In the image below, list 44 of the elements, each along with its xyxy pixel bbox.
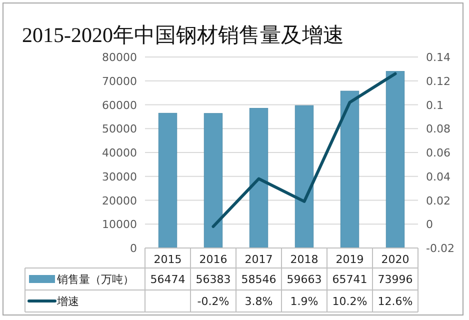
x-tick-label: 2020 xyxy=(381,253,410,266)
data-label: 3.8% xyxy=(244,295,273,308)
y2-tick-label: -0.02 xyxy=(426,242,454,255)
bar xyxy=(204,113,223,248)
data-label: 73996 xyxy=(378,273,413,286)
y-tick-label: 30000 xyxy=(102,170,137,184)
data-label: 10.2% xyxy=(332,295,368,308)
data-label: 56383 xyxy=(196,273,231,286)
bar xyxy=(158,112,178,248)
y-tick-label: 40000 xyxy=(102,146,137,160)
y2-tick-label: 0.06 xyxy=(426,146,450,160)
y-tick-label: 20000 xyxy=(102,194,137,208)
bar xyxy=(249,108,268,248)
y-tick-label: 60000 xyxy=(102,98,137,112)
x-tick-label: 2016 xyxy=(199,253,228,266)
y2-tick-label: 0 xyxy=(426,218,433,232)
legend-label: 销售量（万吨） xyxy=(56,273,134,286)
x-tick-label: 2018 xyxy=(290,253,318,266)
data-label: 58546 xyxy=(241,273,276,286)
y-tick-label: 0 xyxy=(130,242,137,255)
y2-tick-label: 0.04 xyxy=(426,170,450,184)
bar xyxy=(294,105,314,248)
data-label: 59663 xyxy=(286,273,322,286)
y-tick-label: 10000 xyxy=(102,218,137,232)
data-label: 65741 xyxy=(332,273,368,286)
y2-tick-label: 0.14 xyxy=(426,51,450,64)
y-tick-label: 70000 xyxy=(102,74,137,88)
y2-tick-label: 0.02 xyxy=(426,194,450,208)
y-tick-label: 50000 xyxy=(102,122,137,136)
y2-tick-label: 0.12 xyxy=(426,74,450,88)
data-label: -0.2% xyxy=(197,295,230,308)
x-tick-label: 2015 xyxy=(154,253,182,266)
data-label: 12.6% xyxy=(378,295,413,308)
data-label: 56474 xyxy=(150,273,186,286)
bar xyxy=(340,90,360,248)
data-label: 1.9% xyxy=(290,295,318,308)
title: 2015-2020年中国钢材销售量及增速 xyxy=(22,23,344,47)
y2-tick-label: 0.1 xyxy=(426,98,444,112)
y2-tick-label: 0.08 xyxy=(426,122,450,136)
legend-label: 增速 xyxy=(56,295,79,308)
x-tick-label: 2017 xyxy=(244,253,273,266)
y-tick-label: 80000 xyxy=(102,51,137,64)
bar xyxy=(386,71,405,248)
x-tick-label: 2019 xyxy=(336,253,364,266)
